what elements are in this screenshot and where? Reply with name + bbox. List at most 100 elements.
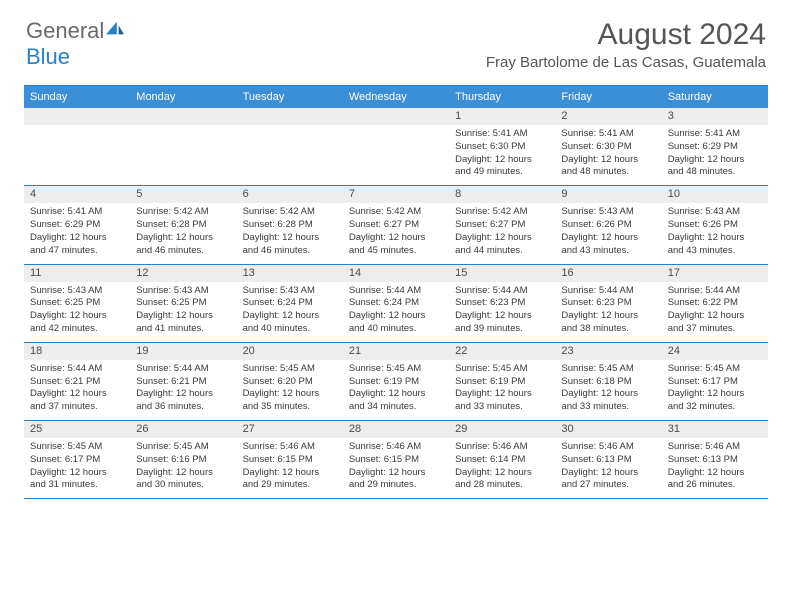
sunrise-text: Sunrise: 5:44 AM bbox=[30, 363, 124, 376]
day-body: Sunrise: 5:46 AMSunset: 6:13 PMDaylight:… bbox=[555, 438, 661, 498]
day-cell: 7Sunrise: 5:42 AMSunset: 6:27 PMDaylight… bbox=[343, 186, 449, 263]
sunrise-text: Sunrise: 5:46 AM bbox=[455, 441, 549, 454]
day-body: Sunrise: 5:43 AMSunset: 6:25 PMDaylight:… bbox=[24, 282, 130, 342]
brand-part2: Blue bbox=[26, 44, 70, 69]
sunrise-text: Sunrise: 5:43 AM bbox=[561, 206, 655, 219]
day-body: Sunrise: 5:44 AMSunset: 6:24 PMDaylight:… bbox=[343, 282, 449, 342]
week-row: 25Sunrise: 5:45 AMSunset: 6:17 PMDayligh… bbox=[24, 421, 768, 499]
daylight-text: Daylight: 12 hours and 46 minutes. bbox=[243, 232, 337, 258]
sunset-text: Sunset: 6:18 PM bbox=[561, 376, 655, 389]
sunrise-text: Sunrise: 5:46 AM bbox=[668, 441, 762, 454]
week-row: 1Sunrise: 5:41 AMSunset: 6:30 PMDaylight… bbox=[24, 108, 768, 186]
day-cell: 19Sunrise: 5:44 AMSunset: 6:21 PMDayligh… bbox=[130, 343, 236, 420]
day-body: Sunrise: 5:43 AMSunset: 6:26 PMDaylight:… bbox=[662, 203, 768, 263]
day-number: 4 bbox=[24, 186, 130, 203]
day-number: 29 bbox=[449, 421, 555, 438]
daylight-text: Daylight: 12 hours and 41 minutes. bbox=[136, 310, 230, 336]
day-body bbox=[343, 125, 449, 185]
daylight-text: Daylight: 12 hours and 36 minutes. bbox=[136, 388, 230, 414]
sunrise-text: Sunrise: 5:44 AM bbox=[561, 285, 655, 298]
daylight-text: Daylight: 12 hours and 39 minutes. bbox=[455, 310, 549, 336]
day-body: Sunrise: 5:41 AMSunset: 6:30 PMDaylight:… bbox=[555, 125, 661, 185]
day-header: Saturday bbox=[662, 86, 768, 108]
brand-sail-icon bbox=[104, 20, 126, 38]
sunset-text: Sunset: 6:26 PM bbox=[561, 219, 655, 232]
day-cell: 28Sunrise: 5:46 AMSunset: 6:15 PMDayligh… bbox=[343, 421, 449, 498]
sunrise-text: Sunrise: 5:44 AM bbox=[668, 285, 762, 298]
day-body: Sunrise: 5:44 AMSunset: 6:23 PMDaylight:… bbox=[555, 282, 661, 342]
daylight-text: Daylight: 12 hours and 34 minutes. bbox=[349, 388, 443, 414]
day-body: Sunrise: 5:43 AMSunset: 6:24 PMDaylight:… bbox=[237, 282, 343, 342]
daylight-text: Daylight: 12 hours and 47 minutes. bbox=[30, 232, 124, 258]
brand-logo: General Blue bbox=[26, 18, 126, 70]
sunrise-text: Sunrise: 5:44 AM bbox=[455, 285, 549, 298]
day-cell: 8Sunrise: 5:42 AMSunset: 6:27 PMDaylight… bbox=[449, 186, 555, 263]
day-number: 30 bbox=[555, 421, 661, 438]
day-cell: 20Sunrise: 5:45 AMSunset: 6:20 PMDayligh… bbox=[237, 343, 343, 420]
sunset-text: Sunset: 6:27 PM bbox=[349, 219, 443, 232]
sunset-text: Sunset: 6:14 PM bbox=[455, 454, 549, 467]
daylight-text: Daylight: 12 hours and 40 minutes. bbox=[349, 310, 443, 336]
sunset-text: Sunset: 6:24 PM bbox=[349, 297, 443, 310]
day-number: 9 bbox=[555, 186, 661, 203]
location-text: Fray Bartolome de Las Casas, Guatemala bbox=[486, 54, 766, 71]
sunset-text: Sunset: 6:16 PM bbox=[136, 454, 230, 467]
day-body bbox=[237, 125, 343, 185]
day-body: Sunrise: 5:46 AMSunset: 6:13 PMDaylight:… bbox=[662, 438, 768, 498]
day-cell: 12Sunrise: 5:43 AMSunset: 6:25 PMDayligh… bbox=[130, 265, 236, 342]
sunset-text: Sunset: 6:21 PM bbox=[30, 376, 124, 389]
day-cell: 16Sunrise: 5:44 AMSunset: 6:23 PMDayligh… bbox=[555, 265, 661, 342]
sunrise-text: Sunrise: 5:46 AM bbox=[349, 441, 443, 454]
sunset-text: Sunset: 6:17 PM bbox=[668, 376, 762, 389]
day-number bbox=[130, 108, 236, 125]
day-number: 13 bbox=[237, 265, 343, 282]
day-cell: 3Sunrise: 5:41 AMSunset: 6:29 PMDaylight… bbox=[662, 108, 768, 185]
day-number bbox=[237, 108, 343, 125]
sunset-text: Sunset: 6:22 PM bbox=[668, 297, 762, 310]
day-cell: 15Sunrise: 5:44 AMSunset: 6:23 PMDayligh… bbox=[449, 265, 555, 342]
week-row: 11Sunrise: 5:43 AMSunset: 6:25 PMDayligh… bbox=[24, 265, 768, 343]
week-row: 18Sunrise: 5:44 AMSunset: 6:21 PMDayligh… bbox=[24, 343, 768, 421]
day-number: 1 bbox=[449, 108, 555, 125]
day-cell: 6Sunrise: 5:42 AMSunset: 6:28 PMDaylight… bbox=[237, 186, 343, 263]
sunset-text: Sunset: 6:13 PM bbox=[668, 454, 762, 467]
sunrise-text: Sunrise: 5:44 AM bbox=[349, 285, 443, 298]
daylight-text: Daylight: 12 hours and 48 minutes. bbox=[561, 154, 655, 180]
day-body: Sunrise: 5:41 AMSunset: 6:30 PMDaylight:… bbox=[449, 125, 555, 185]
day-cell: 23Sunrise: 5:45 AMSunset: 6:18 PMDayligh… bbox=[555, 343, 661, 420]
day-cell: 9Sunrise: 5:43 AMSunset: 6:26 PMDaylight… bbox=[555, 186, 661, 263]
daylight-text: Daylight: 12 hours and 33 minutes. bbox=[561, 388, 655, 414]
day-body: Sunrise: 5:42 AMSunset: 6:28 PMDaylight:… bbox=[130, 203, 236, 263]
daylight-text: Daylight: 12 hours and 37 minutes. bbox=[30, 388, 124, 414]
title-block: August 2024 Fray Bartolome de Las Casas,… bbox=[486, 18, 766, 71]
daylight-text: Daylight: 12 hours and 29 minutes. bbox=[243, 467, 337, 493]
sunrise-text: Sunrise: 5:42 AM bbox=[136, 206, 230, 219]
day-body: Sunrise: 5:45 AMSunset: 6:16 PMDaylight:… bbox=[130, 438, 236, 498]
sunset-text: Sunset: 6:24 PM bbox=[243, 297, 337, 310]
day-number: 21 bbox=[343, 343, 449, 360]
brand-part1: General bbox=[26, 18, 104, 43]
sunset-text: Sunset: 6:26 PM bbox=[668, 219, 762, 232]
day-number: 2 bbox=[555, 108, 661, 125]
sunrise-text: Sunrise: 5:41 AM bbox=[455, 128, 549, 141]
day-cell: 10Sunrise: 5:43 AMSunset: 6:26 PMDayligh… bbox=[662, 186, 768, 263]
day-body: Sunrise: 5:45 AMSunset: 6:18 PMDaylight:… bbox=[555, 360, 661, 420]
day-cell: 18Sunrise: 5:44 AMSunset: 6:21 PMDayligh… bbox=[24, 343, 130, 420]
day-header-row: Sunday Monday Tuesday Wednesday Thursday… bbox=[24, 86, 768, 108]
day-cell: 21Sunrise: 5:45 AMSunset: 6:19 PMDayligh… bbox=[343, 343, 449, 420]
day-body: Sunrise: 5:46 AMSunset: 6:15 PMDaylight:… bbox=[237, 438, 343, 498]
sunset-text: Sunset: 6:30 PM bbox=[455, 141, 549, 154]
sunset-text: Sunset: 6:19 PM bbox=[349, 376, 443, 389]
day-cell: 17Sunrise: 5:44 AMSunset: 6:22 PMDayligh… bbox=[662, 265, 768, 342]
day-body: Sunrise: 5:46 AMSunset: 6:15 PMDaylight:… bbox=[343, 438, 449, 498]
day-number: 7 bbox=[343, 186, 449, 203]
sunrise-text: Sunrise: 5:46 AM bbox=[561, 441, 655, 454]
day-cell bbox=[130, 108, 236, 185]
day-header: Wednesday bbox=[343, 86, 449, 108]
sunset-text: Sunset: 6:29 PM bbox=[668, 141, 762, 154]
day-number: 28 bbox=[343, 421, 449, 438]
sunset-text: Sunset: 6:25 PM bbox=[30, 297, 124, 310]
sunrise-text: Sunrise: 5:45 AM bbox=[455, 363, 549, 376]
sunrise-text: Sunrise: 5:45 AM bbox=[136, 441, 230, 454]
daylight-text: Daylight: 12 hours and 37 minutes. bbox=[668, 310, 762, 336]
